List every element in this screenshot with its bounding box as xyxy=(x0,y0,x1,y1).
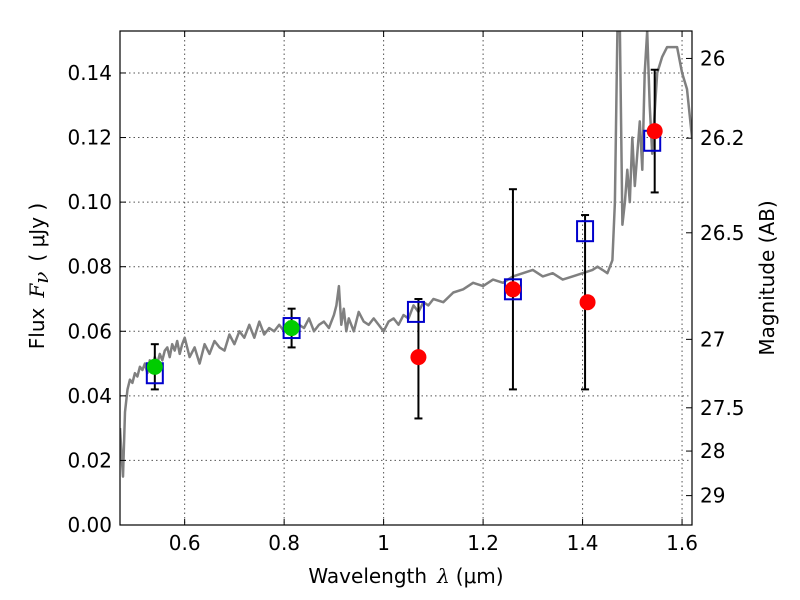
green-point xyxy=(283,320,300,337)
y2-tick-label: 27.5 xyxy=(700,396,745,420)
y-tick-label: 0.00 xyxy=(67,513,112,537)
y2-tick-label: 26.5 xyxy=(700,221,745,245)
y2-axis: 26 26.2 26.5 27 27.5 28 29 xyxy=(686,46,745,508)
y2-tick-label: 26.2 xyxy=(700,126,745,150)
model-box xyxy=(576,220,595,243)
x-axis-label-symbol: λ xyxy=(436,564,450,588)
plot-frame xyxy=(119,30,693,526)
x-tick-label: 0.6 xyxy=(169,531,201,555)
model-box xyxy=(406,300,425,323)
y-axis-label: Flux Fν ( μJy ) xyxy=(25,203,53,349)
green-point xyxy=(146,358,163,375)
x-tick-label: 1.2 xyxy=(467,531,499,555)
y-tick-label: 0.06 xyxy=(67,319,112,343)
x-axis-label: Wavelength λ (μm) xyxy=(308,564,503,588)
y2-tick-label: 26 xyxy=(700,46,725,70)
y-tick-label: 0.08 xyxy=(67,255,112,279)
x-tick-label: 1.4 xyxy=(567,531,599,555)
y-tick-label: 0.14 xyxy=(67,61,112,85)
y-tick-label: 0.02 xyxy=(67,448,112,472)
x-tick-label: 1 xyxy=(377,531,390,555)
y-axis-label-symbol: F xyxy=(25,283,49,299)
plot-area xyxy=(120,31,692,478)
y-axis-label-prefix: Flux xyxy=(25,307,49,349)
x-tick-label: 1.6 xyxy=(666,531,698,555)
y-tick-label: 0.04 xyxy=(67,384,112,408)
y-tick-label: 0.10 xyxy=(67,190,112,214)
x-axis-label-unit: (μm) xyxy=(456,564,504,588)
y-axis-label-unit: ( μJy ) xyxy=(25,203,49,262)
y-axis: 0.00 0.02 0.04 0.06 0.08 0.10 0.12 0.14 xyxy=(67,61,126,537)
red-point xyxy=(504,281,521,298)
spectrum-line xyxy=(120,31,692,478)
y-axis-label-subscript: ν xyxy=(29,272,53,284)
red-point xyxy=(646,123,663,140)
y2-tick-label: 29 xyxy=(700,484,725,508)
x-tick-label: 0.8 xyxy=(268,531,300,555)
x-axis: 0.6 0.8 1 1.2 1.4 1.6 xyxy=(169,31,698,555)
y2-axis-label: Magnitude (AB) xyxy=(755,200,779,355)
red-point xyxy=(410,349,427,366)
red-point xyxy=(579,294,596,311)
y2-tick-label: 27 xyxy=(700,327,725,351)
x-axis-label-prefix: Wavelength xyxy=(308,564,427,588)
grid xyxy=(120,31,692,526)
y2-tick-label: 28 xyxy=(700,439,725,463)
y-tick-label: 0.12 xyxy=(67,126,112,150)
